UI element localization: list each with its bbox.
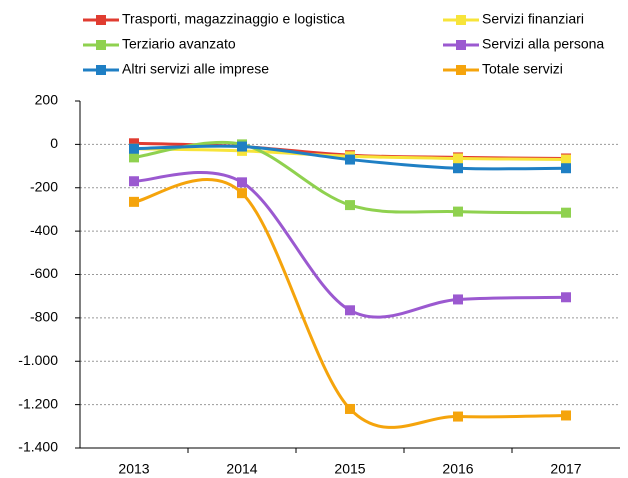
y-tick-label: -1.400 <box>18 439 58 455</box>
y-tick-label: -800 <box>30 309 58 325</box>
marker <box>129 196 139 207</box>
legend-marker <box>456 15 466 25</box>
marker <box>453 411 463 422</box>
legend-label: Trasporti, magazzinaggio e logistica <box>122 11 345 27</box>
x-tick-label: 2016 <box>442 461 473 477</box>
y-tick-label: -600 <box>30 265 58 281</box>
marker <box>345 305 355 316</box>
marker <box>561 154 571 165</box>
marker <box>237 177 247 188</box>
legend-marker <box>96 15 106 25</box>
marker <box>345 403 355 414</box>
legend-label: Altri servizi alle imprese <box>122 61 269 77</box>
legend-label: Terziario avanzato <box>122 36 236 52</box>
marker <box>345 200 355 211</box>
marker <box>129 152 139 163</box>
legend-marker <box>456 40 466 50</box>
series-line <box>133 171 567 319</box>
legend-marker <box>96 40 106 50</box>
marker <box>453 294 463 305</box>
marker <box>129 143 139 154</box>
marker <box>237 141 247 152</box>
marker <box>453 163 463 174</box>
marker <box>453 206 463 217</box>
series-line <box>133 178 567 429</box>
y-tick-label: 200 <box>35 92 59 108</box>
legend-label: Totale servizi <box>482 61 563 77</box>
legend-marker <box>96 65 106 75</box>
marker <box>453 153 463 164</box>
x-tick-label: 2013 <box>118 461 149 477</box>
marker <box>561 410 571 421</box>
marker <box>129 138 139 149</box>
marker <box>129 176 139 187</box>
y-tick-label: -1.200 <box>18 395 58 411</box>
x-tick-label: 2014 <box>226 461 257 477</box>
y-tick-label: 0 <box>50 135 58 151</box>
y-tick-label: -200 <box>30 178 58 194</box>
legend-label: Servizi alla persona <box>482 36 604 52</box>
marker <box>237 188 247 199</box>
legend-marker <box>456 65 466 75</box>
x-tick-label: 2015 <box>334 461 365 477</box>
legend-label: Servizi finanziari <box>482 11 584 27</box>
marker <box>561 292 571 303</box>
marker <box>561 207 571 218</box>
y-tick-label: -1.000 <box>18 352 58 368</box>
y-tick-label: -400 <box>30 222 58 238</box>
marker <box>345 154 355 165</box>
marker <box>561 163 571 174</box>
x-tick-label: 2017 <box>550 461 581 477</box>
